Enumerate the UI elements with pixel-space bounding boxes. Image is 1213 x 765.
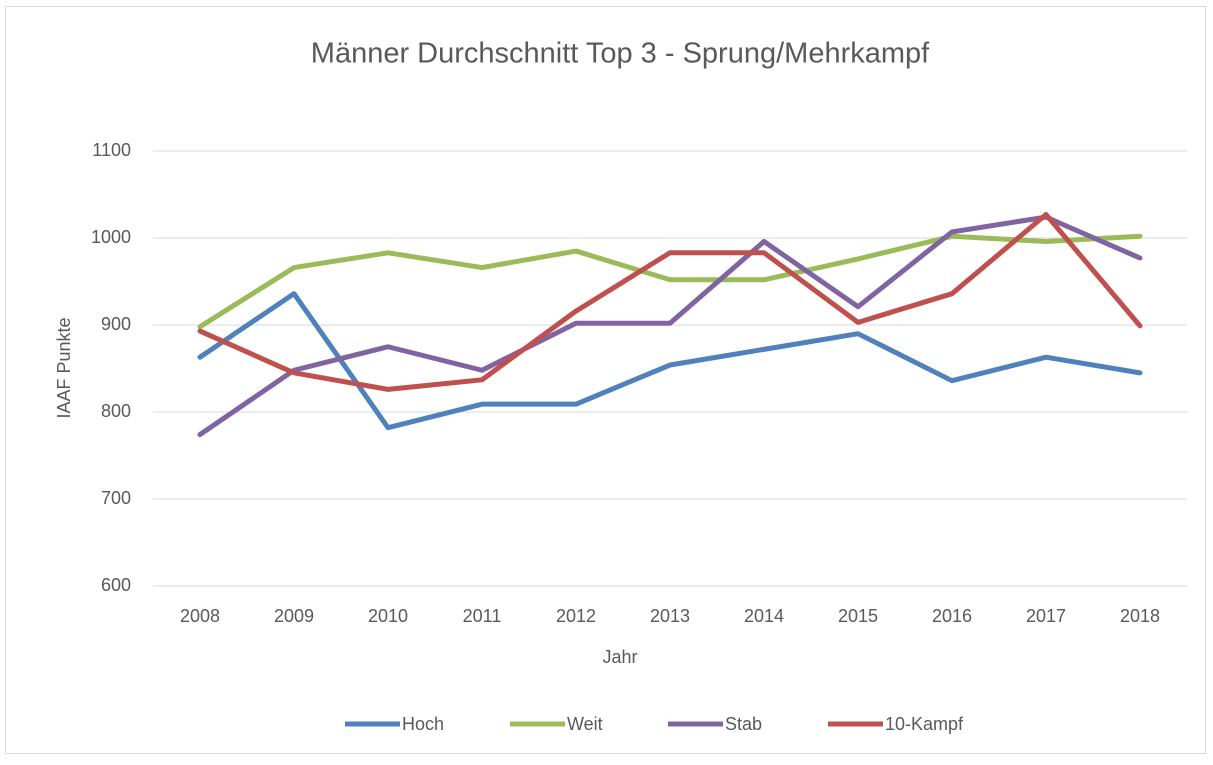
x-tick-label: 2011 bbox=[463, 606, 502, 626]
y-tick-label: 700 bbox=[101, 488, 131, 508]
x-tick-label: 2015 bbox=[838, 606, 878, 626]
x-axis-label: Jahr bbox=[602, 647, 637, 667]
series-line bbox=[197, 214, 1143, 438]
x-tick-label: 2016 bbox=[932, 606, 972, 626]
x-tick-label: 2018 bbox=[1120, 606, 1160, 626]
x-tick-label: 2013 bbox=[650, 606, 690, 626]
chart-title: Männer Durchschnitt Top 3 - Sprung/Mehrk… bbox=[311, 38, 930, 70]
x-tick-label: 2009 bbox=[274, 606, 314, 626]
legend-label: Weit bbox=[567, 714, 603, 734]
x-tick-label: 2012 bbox=[556, 606, 596, 626]
series-line bbox=[197, 212, 1143, 392]
legend-label: Hoch bbox=[402, 714, 444, 734]
legend-label: 10-Kampf bbox=[885, 714, 964, 734]
x-tick-label: 2008 bbox=[180, 606, 220, 626]
y-tick-label: 1100 bbox=[92, 140, 131, 160]
y-axis-label: IAAF Punkte bbox=[54, 317, 74, 418]
series-line bbox=[197, 233, 1143, 330]
legend-label: Stab bbox=[725, 714, 762, 734]
y-tick-label: 600 bbox=[101, 575, 131, 595]
chart-border bbox=[5, 6, 1206, 754]
y-tick-label: 1000 bbox=[91, 227, 131, 247]
y-tick-label: 800 bbox=[101, 401, 131, 421]
y-tick-label: 900 bbox=[101, 314, 131, 334]
x-tick-label: 2014 bbox=[744, 606, 784, 626]
x-tick-label: 2010 bbox=[368, 606, 408, 626]
x-tick-label: 2017 bbox=[1026, 606, 1066, 626]
